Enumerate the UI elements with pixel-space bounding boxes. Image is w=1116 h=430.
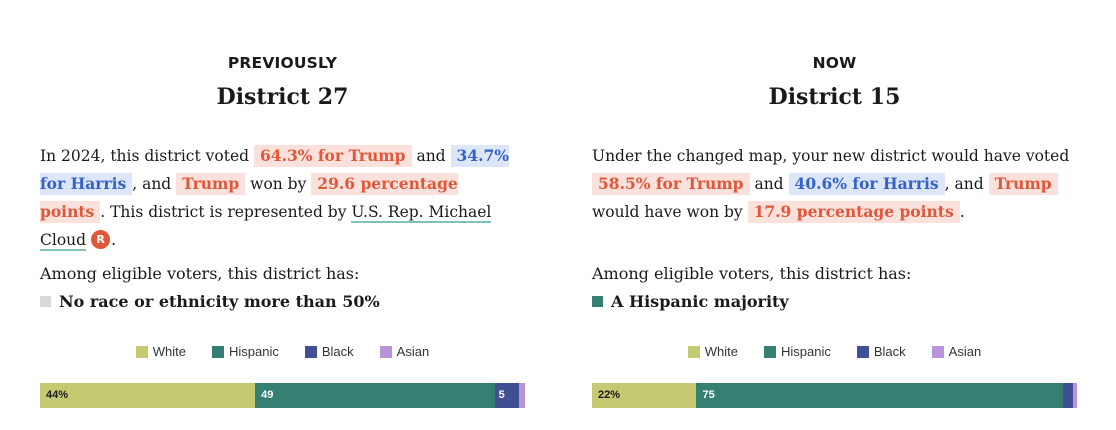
summary-text: . This district is represented by [100, 203, 352, 221]
white-swatch-icon [135, 345, 148, 358]
bar-segment-black [1063, 383, 1073, 408]
eligible-voters-intro: Among eligible voters, this district has… [592, 264, 912, 283]
new-district-title: District 15 [768, 84, 901, 110]
legend-label: White [704, 344, 739, 359]
legend-label: White [152, 344, 187, 359]
previous-kicker: PREVIOUSLY [227, 54, 338, 72]
bar-segment-black: 5 [494, 383, 520, 408]
legend-label: Black [321, 344, 354, 359]
legend-item-asian: Asian [379, 344, 430, 359]
trump-vote-share: 64.3% for Trump [254, 145, 412, 167]
status-swatch-icon [592, 296, 603, 307]
legend-label: Hispanic [781, 344, 831, 359]
race-legend: White Hispanic Black Asian [40, 344, 525, 359]
summary-text: , and [944, 175, 989, 193]
majority-status: A Hispanic majority [592, 292, 789, 311]
summary-text: , and [132, 175, 177, 193]
asian-swatch-icon [379, 345, 392, 358]
bar-segment-hispanic: 75 [696, 383, 1064, 408]
black-swatch-icon [304, 345, 317, 358]
race-composition-bar: 22% 75 [592, 383, 1077, 408]
legend-item-asian: Asian [931, 344, 982, 359]
previous-district-title: District 27 [216, 84, 349, 110]
representative-link[interactable]: U.S. Rep. Michael Cloud [40, 203, 492, 251]
legend-label: Black [873, 344, 906, 359]
bar-segment-asian [1073, 383, 1077, 408]
legend-label: Asian [948, 344, 982, 359]
legend-item-white: White [687, 344, 739, 359]
winner-name: Trump [988, 173, 1058, 195]
bar-segment-white: 22% [592, 383, 697, 408]
asian-swatch-icon [931, 345, 944, 358]
summary-text: would have won by [592, 203, 748, 221]
harris-vote-share: 40.6% for Harris [788, 173, 945, 195]
summary-text: Under the changed map, your new district… [592, 147, 1070, 165]
legend-item-hispanic: Hispanic [212, 344, 279, 359]
legend-item-black: Black [856, 344, 906, 359]
now-kicker: NOW [812, 54, 857, 72]
status-swatch-icon [40, 296, 51, 307]
legend-item-white: White [135, 344, 187, 359]
race-composition-bar: 44% 49 5 [40, 383, 525, 408]
bar-segment-asian [519, 383, 525, 408]
hispanic-swatch-icon [764, 345, 777, 358]
new-district-summary: Under the changed map, your new district… [592, 142, 1077, 226]
summary-text: . [111, 231, 116, 249]
legend-label: Hispanic [229, 344, 279, 359]
summary-text: and [749, 175, 789, 193]
bar-segment-white: 44% [40, 383, 256, 408]
summary-text: and [411, 147, 451, 165]
win-margin: 17.9 percentage points [747, 201, 960, 223]
summary-text: In 2024, this district voted [40, 147, 254, 165]
summary-text: won by [245, 175, 312, 193]
legend-label: Asian [396, 344, 430, 359]
majority-status-label: A Hispanic majority [611, 292, 789, 311]
majority-status: No race or ethnicity more than 50% [40, 292, 380, 311]
hispanic-swatch-icon [212, 345, 225, 358]
summary-text: . [959, 203, 965, 221]
majority-status-label: No race or ethnicity more than 50% [59, 292, 380, 311]
race-legend: White Hispanic Black Asian [592, 344, 1077, 359]
eligible-voters-intro: Among eligible voters, this district has… [40, 264, 360, 283]
white-swatch-icon [687, 345, 700, 358]
previous-district-summary: In 2024, this district voted 64.3% for T… [40, 142, 525, 254]
black-swatch-icon [856, 345, 869, 358]
winner-name: Trump [176, 173, 246, 195]
trump-vote-share: 58.5% for Trump [592, 173, 750, 195]
legend-item-black: Black [304, 344, 354, 359]
legend-item-hispanic: Hispanic [764, 344, 831, 359]
republican-party-badge: R [90, 229, 112, 250]
bar-segment-hispanic: 49 [255, 383, 495, 408]
